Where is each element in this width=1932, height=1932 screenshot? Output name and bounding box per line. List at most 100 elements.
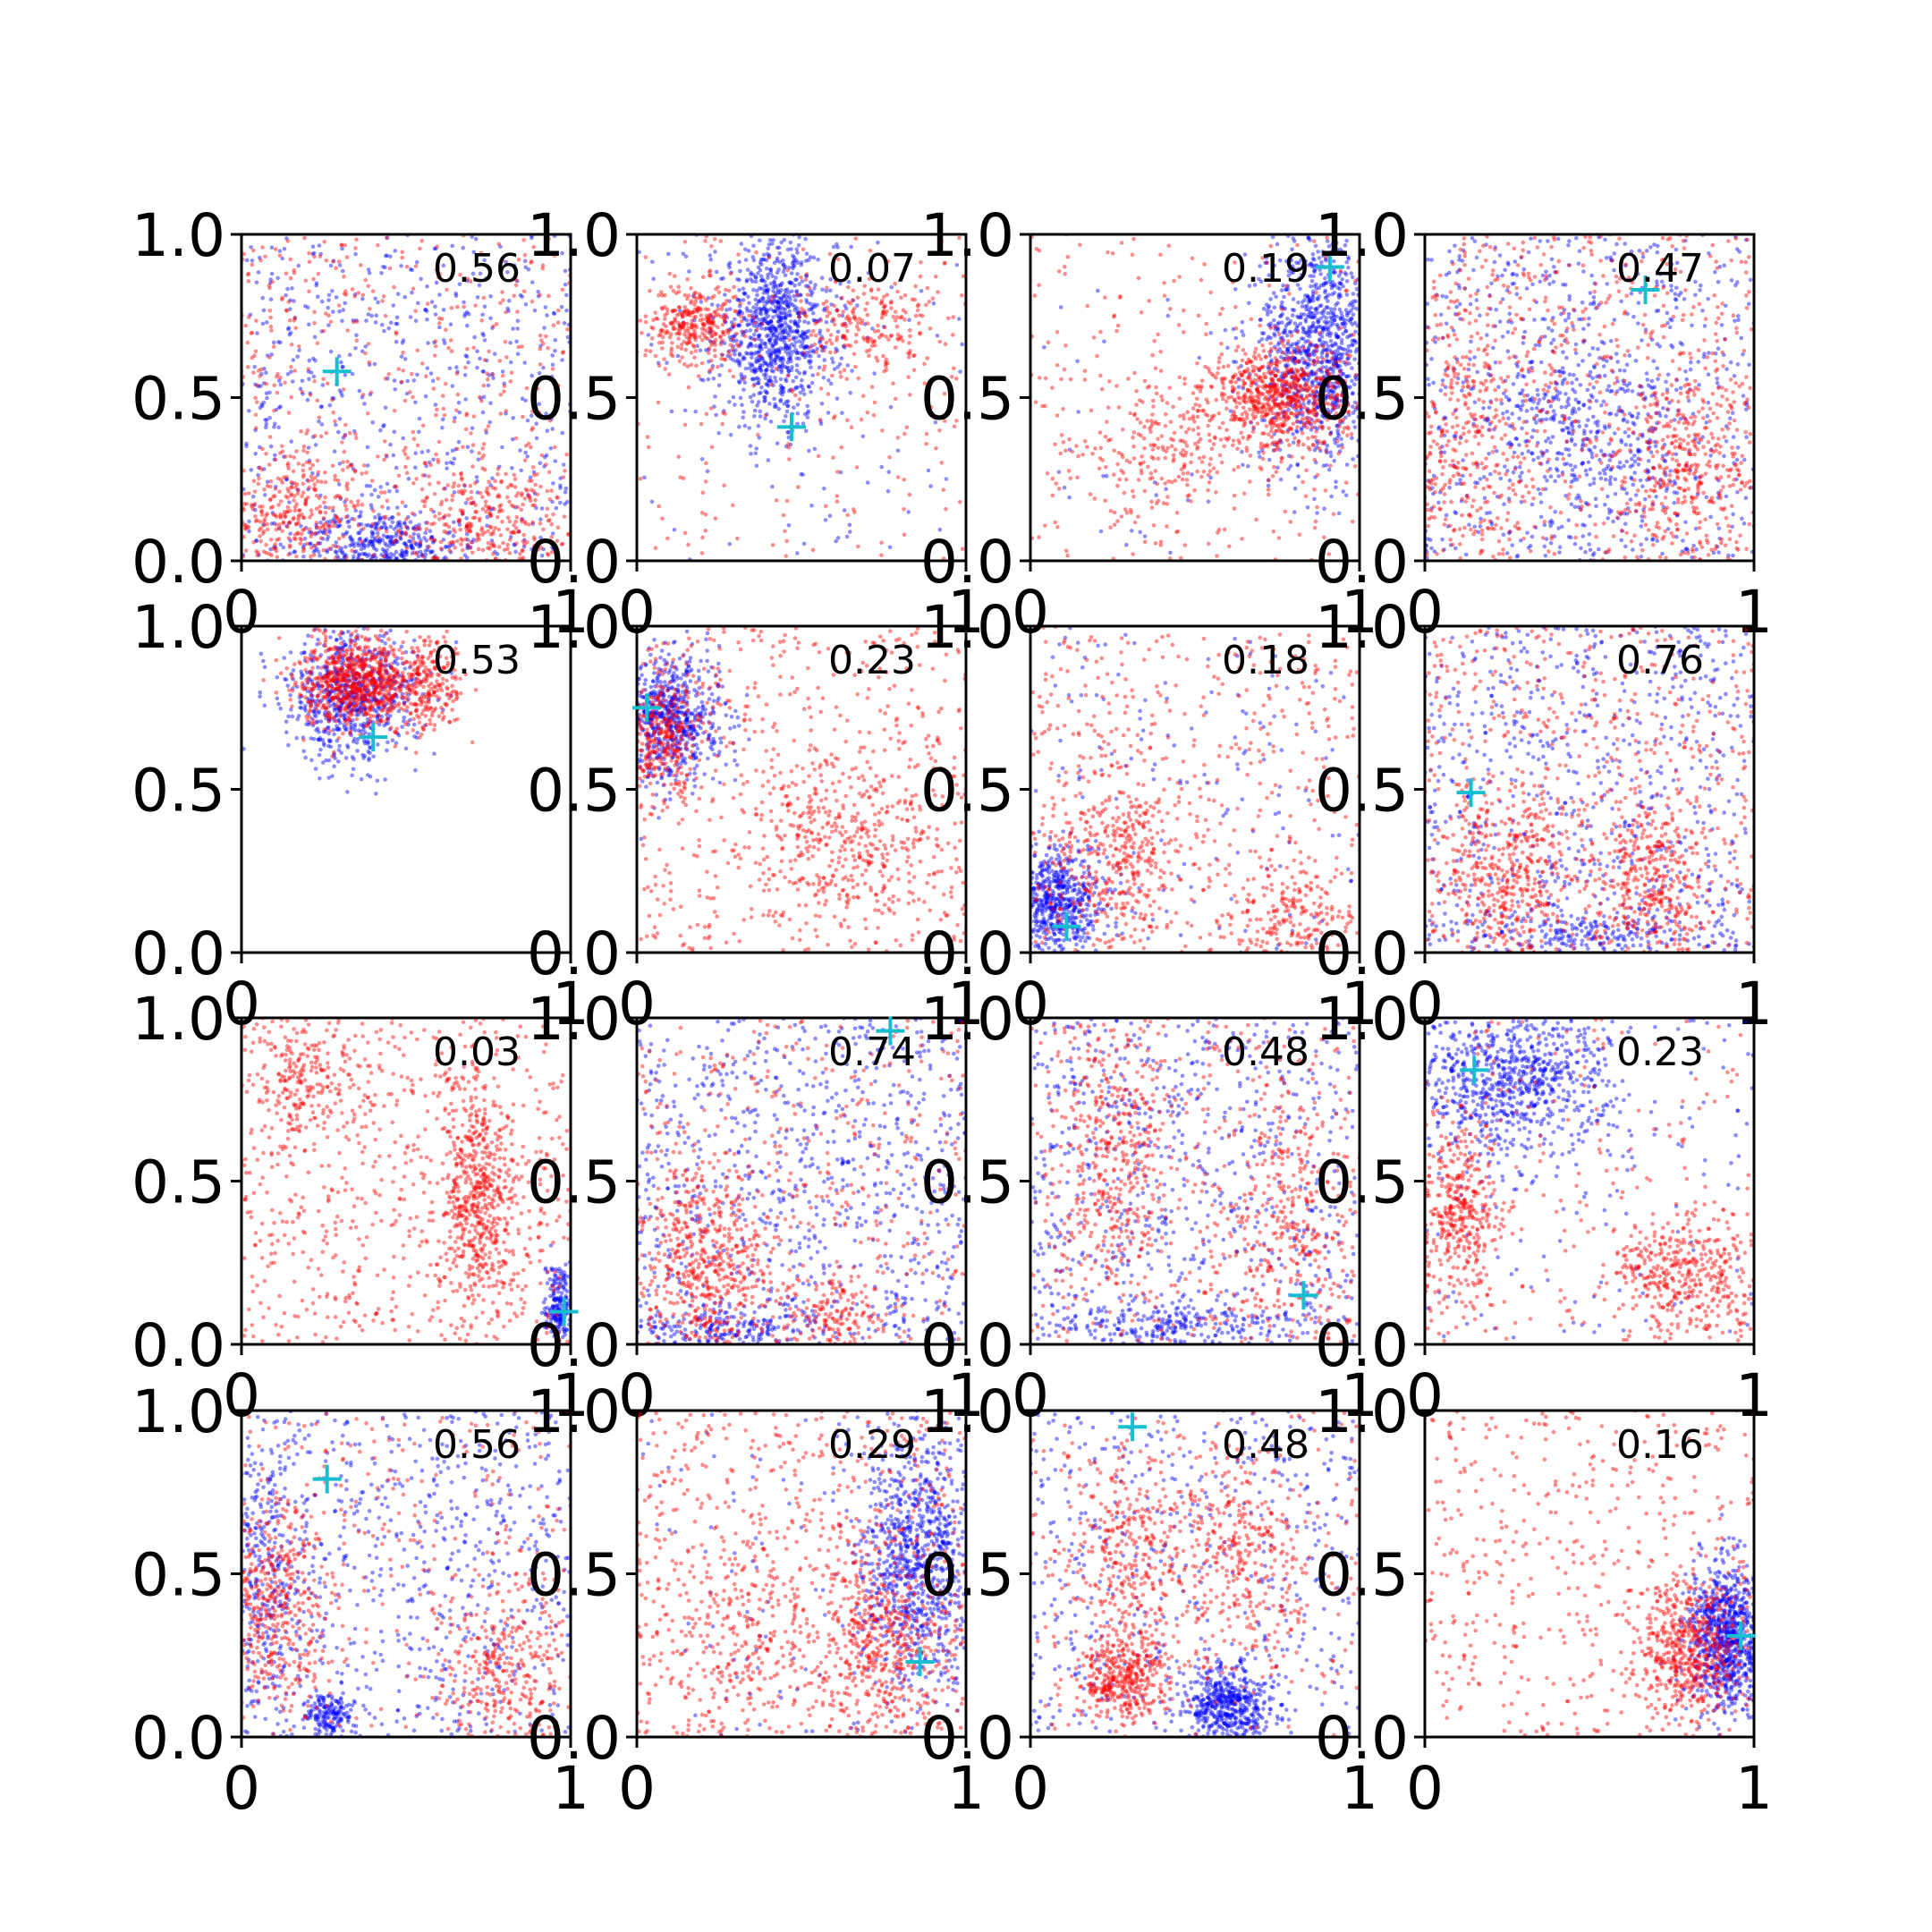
scatter-point-red: [301, 528, 305, 533]
scatter-point-red: [682, 292, 688, 298]
scatter-point-red: [1164, 449, 1169, 454]
scatter-point-blue: [278, 404, 283, 409]
scatter-point-blue: [759, 347, 764, 352]
scatter-point-red: [354, 338, 360, 343]
scatter-point-red: [342, 449, 347, 454]
scatter-point-blue: [1284, 386, 1289, 392]
scatter-point-red: [465, 346, 470, 352]
scatter-point-red: [1234, 404, 1239, 410]
scatter-point-red: [649, 336, 655, 341]
scatter-point-blue: [314, 522, 318, 528]
scatter-point-blue: [792, 293, 796, 299]
scatter-point-red: [894, 324, 900, 329]
scatter-point-blue: [1311, 371, 1317, 377]
scatter-point-blue: [374, 313, 379, 318]
scatter-point-red: [863, 307, 868, 312]
scatter-point-blue: [1321, 340, 1326, 344]
scatter-point-blue: [464, 555, 470, 560]
scatter-point-red: [908, 348, 912, 353]
scatter-point-blue: [1291, 297, 1296, 301]
scatter-point-blue: [937, 527, 943, 532]
scatter-point-red: [504, 309, 508, 315]
scatter-point-blue: [553, 251, 557, 256]
scatter-point-blue: [1322, 281, 1326, 286]
scatter-point-blue: [745, 309, 750, 313]
scatter-point-blue: [1343, 308, 1349, 312]
scatter-point-blue: [1295, 283, 1301, 287]
scatter-point-red: [1250, 412, 1255, 418]
scatter-point-blue: [1279, 440, 1284, 445]
scatter-point-blue: [1290, 369, 1294, 375]
scatter-point-red: [734, 331, 739, 336]
scatter-point-red: [1250, 429, 1256, 434]
scatter-point-red: [701, 322, 706, 326]
scatter-point-blue: [334, 422, 338, 428]
scatter-point-blue: [780, 335, 784, 339]
scatter-point-blue: [767, 320, 772, 325]
scatter-point-red: [549, 488, 554, 493]
scatter-point-red: [1241, 405, 1246, 411]
scatter-point-red: [479, 318, 484, 323]
scatter-point-blue: [1310, 323, 1316, 328]
scatter-point-red: [308, 393, 313, 397]
scatter-point-red: [685, 342, 690, 346]
scatter-point-blue: [448, 543, 453, 548]
scatter-point-blue: [870, 326, 875, 331]
scatter-point-blue: [403, 504, 408, 509]
scatter-point-red: [1229, 379, 1234, 385]
scatter-point-red: [1122, 490, 1127, 496]
scatter-point-red: [260, 446, 265, 452]
scatter-point-blue: [1321, 283, 1326, 288]
scatter-point-blue: [805, 335, 810, 340]
scatter-point-red: [286, 466, 292, 470]
scatter-point-red: [841, 334, 845, 338]
scatter-point-blue: [764, 319, 768, 324]
scatter-point-blue: [419, 450, 425, 454]
scatter-point-red: [678, 325, 683, 329]
scatter-point-blue: [754, 313, 758, 318]
scatter-point-blue: [443, 486, 447, 491]
scatter-point-blue: [401, 338, 406, 343]
scatter-point-blue: [1280, 335, 1284, 340]
scatter-point-blue: [1346, 374, 1352, 378]
scatter-point-blue: [332, 449, 337, 454]
scatter-point-red: [547, 497, 553, 502]
scatter-point-blue: [1331, 369, 1335, 375]
scatter-point-red: [934, 446, 938, 451]
scatter-point-red: [309, 474, 314, 479]
scatter-point-blue: [785, 247, 791, 252]
scatter-point-blue: [1279, 303, 1284, 309]
scatter-point-blue: [269, 245, 275, 250]
scatter-point-red: [261, 529, 267, 534]
scatter-point-red: [692, 322, 698, 327]
scatter-point-red: [491, 543, 496, 547]
scatter-point-blue: [769, 361, 774, 367]
scatter-point-red: [295, 530, 301, 535]
scatter-point-red: [564, 452, 569, 457]
scatter-point-blue: [313, 532, 318, 537]
scatter-point-blue: [797, 339, 801, 343]
scatter-point-blue: [749, 318, 754, 323]
scatter-point-blue: [470, 234, 474, 240]
scatter-point-blue: [786, 357, 792, 362]
scatter-point-red: [376, 535, 380, 539]
scatter-point-blue: [423, 530, 428, 535]
scatter-point-blue: [758, 343, 762, 348]
scatter-point-blue: [369, 313, 374, 318]
scatter-point-red: [810, 328, 816, 334]
scatter-point-blue: [368, 538, 373, 544]
scatter-point-red: [442, 413, 447, 418]
scatter-point-red: [284, 494, 289, 499]
scatter-point-red: [1296, 439, 1301, 445]
scatter-point-blue: [1340, 321, 1344, 326]
scatter-point-blue: [756, 336, 761, 342]
scatter-point-blue: [808, 350, 812, 354]
scatter-point-red: [911, 353, 916, 359]
scatter-point-blue: [794, 290, 799, 294]
scatter-point-red: [1243, 400, 1249, 405]
scatter-point-blue: [289, 439, 294, 444]
scatter-point-blue: [1345, 386, 1351, 390]
scatter-point-red: [694, 307, 699, 312]
scatter-point-red: [649, 325, 654, 330]
scatter-point-red: [720, 322, 725, 327]
